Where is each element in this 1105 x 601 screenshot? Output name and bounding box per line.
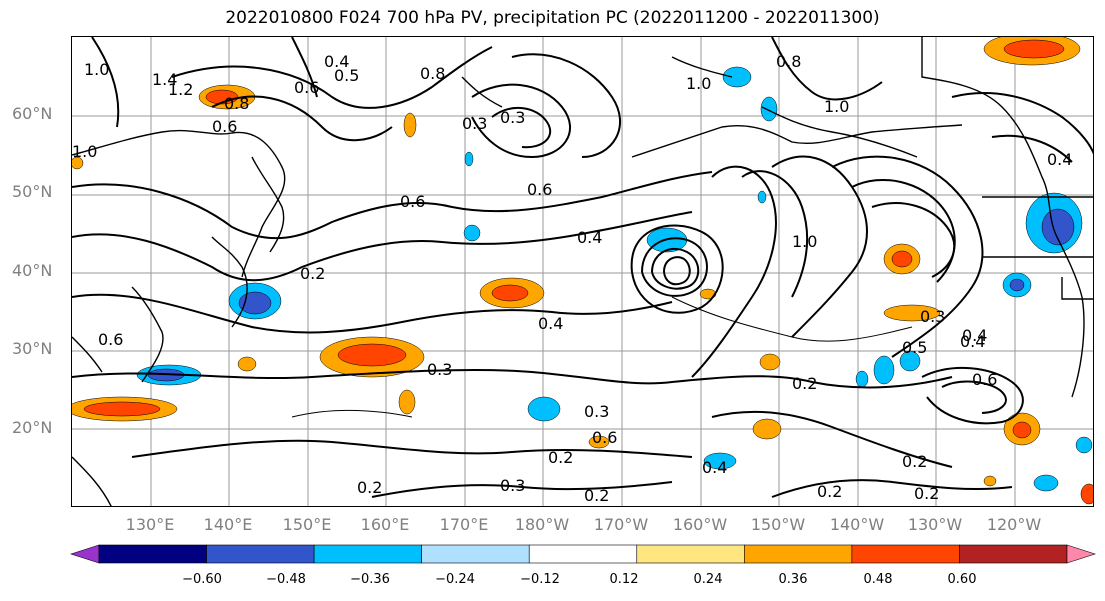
contour-label: 0.4 (702, 458, 727, 477)
pv-contours (72, 37, 1093, 498)
lon-label-150w: 150°W (750, 515, 806, 534)
contour-label: 0.4 (1047, 150, 1072, 169)
colorbar-tick-label: 0.36 (778, 572, 808, 587)
lat-label-40n: 40°N (12, 261, 53, 280)
contour-label: 0.6 (294, 78, 319, 97)
contour-labels: 1.0 1.4 1.2 0.8 0.6 0.5 0.4 1.0 0.8 0.3 … (72, 52, 1072, 505)
contour-label: 0.3 (500, 108, 525, 127)
lon-label-180w: 180°W (514, 515, 570, 534)
contour-label: 0.2 (548, 448, 573, 467)
contour-label: 1.0 (792, 232, 817, 251)
contour-label: 0.5 (902, 338, 927, 357)
lon-label-170e: 170°E (439, 515, 489, 534)
map-panel: 1.0 1.4 1.2 0.8 0.6 0.5 0.4 1.0 0.8 0.3 … (71, 36, 1094, 507)
lat-label-60n: 60°N (12, 104, 53, 123)
contour-label: 0.6 (98, 330, 123, 349)
contour-label: 1.0 (72, 142, 97, 161)
zero-contours (291, 296, 913, 418)
colorbar-cell (421, 544, 530, 564)
contour-label: 0.8 (420, 64, 445, 83)
contour-label: 0.3 (920, 307, 945, 326)
colorbar-tick-label: −0.12 (520, 572, 560, 587)
contour-label: 1.0 (824, 97, 849, 116)
contour-label: 0.3 (500, 476, 525, 495)
lon-label-160w: 160°W (672, 515, 728, 534)
contour-label: 0.2 (817, 482, 842, 501)
colorbar-tick-label: −0.24 (435, 572, 475, 587)
contour-label: 1.4 (152, 70, 177, 89)
colorbar (70, 544, 1096, 564)
colorbar-tick-label: 0.60 (947, 572, 977, 587)
colorbar-tick-label: −0.60 (182, 572, 222, 587)
contour-label: 0.5 (334, 66, 359, 85)
lat-label-30n: 30°N (12, 339, 53, 358)
colorbar-tick-label: 0.24 (693, 572, 723, 587)
contour-label: 0.6 (592, 428, 617, 447)
lon-label-130w: 130°W (907, 515, 963, 534)
contour-label: 0.8 (776, 52, 801, 71)
colorbar-cell (959, 544, 1068, 564)
contour-label: 0.6 (212, 117, 237, 136)
colorbar-cell (528, 544, 638, 564)
colorbar-cell (744, 544, 853, 564)
map-title: 2022010800 F024 700 hPa PV, precipitatio… (225, 8, 880, 28)
contour-label: 0.4 (577, 228, 602, 247)
lon-label-160e: 160°E (360, 515, 410, 534)
contour-label: 0.2 (584, 486, 609, 505)
lon-label-140w: 140°W (829, 515, 885, 534)
lat-label-20n: 20°N (12, 418, 53, 437)
coastlines (72, 37, 1093, 506)
lon-label-120w: 120°W (986, 515, 1042, 534)
map-canvas: 1.0 1.4 1.2 0.8 0.6 0.5 0.4 1.0 0.8 0.3 … (72, 37, 1093, 506)
colorbar-tick-label: −0.36 (350, 572, 390, 587)
precip-shading (72, 37, 1093, 505)
lon-label-150e: 150°E (282, 515, 332, 534)
contour-label: 0.2 (300, 264, 325, 283)
lon-label-140e: 140°E (203, 515, 253, 534)
colorbar-cell (70, 544, 100, 564)
lon-label-170w: 170°W (593, 515, 649, 534)
contour-label: 1.0 (84, 60, 109, 79)
contour-label: 0.6 (972, 370, 997, 389)
contour-label: 0.8 (224, 94, 249, 113)
contour-label: 0.4 (960, 332, 985, 351)
colorbar-cell (1066, 544, 1096, 564)
colorbar-tick-label: −0.48 (266, 572, 306, 587)
contour-label: 1.2 (168, 80, 193, 99)
contour-label: 0.4 (962, 326, 987, 345)
contour-label: 0.2 (792, 374, 817, 393)
contour-label: 0.3 (462, 114, 487, 133)
contour-label: 0.3 (584, 402, 609, 421)
contour-label: 0.4 (324, 52, 349, 71)
contour-label: 0.3 (427, 360, 452, 379)
colorbar-cell (313, 544, 422, 564)
contour-label: 1.0 (686, 74, 711, 93)
contour-label: 0.2 (902, 452, 927, 471)
contour-label: 0.2 (357, 478, 382, 497)
colorbar-tick-label: 0.48 (863, 572, 893, 587)
lat-label-50n: 50°N (12, 182, 53, 201)
contour-label: 0.4 (538, 314, 563, 333)
contour-label: 0.2 (914, 484, 939, 503)
colorbar-cell (851, 544, 960, 564)
contour-label: 0.6 (527, 180, 552, 199)
contour-label: 0.6 (400, 192, 425, 211)
colorbar-tick-label: 0.12 (609, 572, 639, 587)
colorbar-cell (98, 544, 207, 564)
lon-label-130e: 130°E (125, 515, 175, 534)
colorbar-cell (206, 544, 315, 564)
colorbar-cell (636, 544, 745, 564)
